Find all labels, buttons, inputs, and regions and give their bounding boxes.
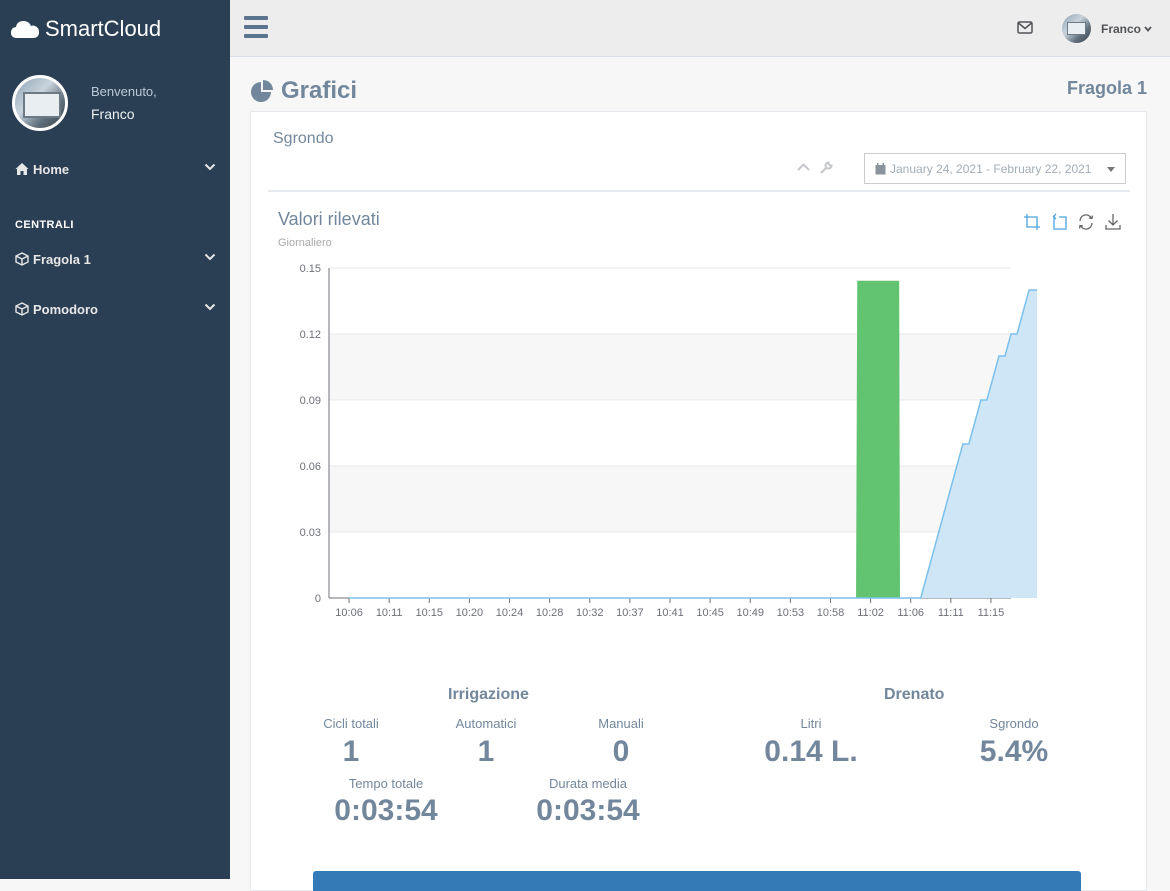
y-tick-label: 0.09: [300, 395, 321, 407]
grid-band: [329, 334, 1011, 400]
caret-down-icon: [1107, 167, 1115, 172]
sidebar: SmartCloud Benvenuto, Franco Home CENTRA…: [0, 0, 230, 879]
avatar: [1062, 14, 1091, 43]
chevron-down-icon: [204, 303, 216, 311]
avatar: [12, 75, 68, 131]
chart-title: Valori rilevati: [278, 209, 380, 229]
refresh-icon[interactable]: [1077, 213, 1095, 231]
x-tick-label: 11:06: [897, 607, 924, 619]
zoom-select-icon[interactable]: [1023, 213, 1041, 231]
x-tick-label: 10:37: [616, 607, 644, 619]
tempo-totale-label: Tempo totale: [348, 776, 424, 791]
page-title: Grafici: [250, 77, 357, 105]
series-blue-line: [349, 289, 1038, 599]
divider: [268, 190, 1130, 192]
litri-label: Litri: [800, 716, 822, 731]
irrigazione-title: Irrigazione: [448, 686, 529, 703]
y-tick-label: 0.06: [300, 461, 321, 473]
sidebar-item-label: Fragola 1: [33, 251, 91, 267]
automatici-label: Automatici: [455, 716, 517, 731]
action-button[interactable]: [313, 871, 1081, 891]
home-icon: [15, 163, 29, 175]
sgrondo-label: Sgrondo: [989, 716, 1039, 731]
calendar-icon: [875, 162, 886, 174]
date-range-text: January 24, 2021 - February 22, 2021: [890, 161, 1092, 176]
chevron-down-icon: [1144, 25, 1152, 32]
automatici-value: 1: [477, 735, 495, 768]
wrench-icon[interactable]: [819, 160, 834, 175]
section-title: CENTRALI: [15, 219, 74, 231]
cicli-totali-label: Cicli totali: [323, 716, 379, 731]
welcome-text: Benvenuto,: [91, 84, 157, 99]
profile: Benvenuto, Franco: [0, 57, 230, 149]
cicli-totali-value: 1: [342, 735, 360, 768]
x-tick-label: 10:24: [496, 607, 524, 619]
cube-icon: [15, 302, 29, 316]
chevron-down-icon: [204, 253, 216, 261]
y-tick-label: 0.15: [300, 263, 321, 275]
x-tick-label: 10:49: [736, 607, 764, 619]
x-tick-label: 10:11: [376, 607, 403, 619]
y-tick-label: 0: [315, 593, 321, 605]
chevron-up-icon[interactable]: [796, 160, 811, 175]
cloud-icon: [11, 20, 39, 38]
y-tick-label: 0.12: [300, 329, 321, 341]
x-tick-label: 10:28: [536, 607, 564, 619]
manuali-label: Manuali: [598, 716, 644, 731]
user-name: Franco: [1101, 21, 1142, 36]
brand[interactable]: SmartCloud: [0, 0, 230, 57]
chart-panel: Sgrondo January 24, 2021 - February 22, …: [250, 111, 1147, 891]
grid-band: [329, 466, 1011, 532]
x-tick-label: 10:58: [817, 607, 845, 619]
series-blue-area: [349, 290, 1038, 598]
sgrondo-value: 5.4%: [979, 735, 1049, 768]
menu-toggle-icon[interactable]: [244, 16, 268, 38]
top-nav: Franco: [230, 0, 1170, 57]
x-tick-label: 10:53: [777, 607, 805, 619]
x-tick-label: 11:15: [978, 607, 1005, 619]
date-range-picker[interactable]: January 24, 2021 - February 22, 2021: [864, 153, 1126, 184]
cube-icon: [15, 252, 29, 266]
sidebar-item-label: Pomodoro: [33, 301, 98, 317]
durata-media-label: Durata media: [548, 776, 628, 791]
sidebar-item-pomodoro[interactable]: Pomodoro: [0, 289, 230, 329]
y-tick-label: 0.03: [300, 527, 321, 539]
zoom-reset-icon[interactable]: [1050, 213, 1068, 231]
user-menu[interactable]: Franco: [1062, 14, 1152, 43]
panel-title: Sgrondo: [273, 130, 334, 147]
durata-media-value: 0:03:54: [536, 794, 640, 827]
chart-subtitle: Giornaliero: [278, 237, 332, 249]
area-chart: 0 0.03 0.06 0.09 0.12 0.15 10:06 10:11 10:15 10:2…: [300, 263, 1038, 619]
chart-toolbox: [1023, 213, 1122, 231]
x-tick-label: 10:15: [416, 607, 444, 619]
x-tick-label: 10:20: [456, 607, 484, 619]
envelope-icon[interactable]: [1017, 21, 1033, 34]
device-title: Fragola 1: [1066, 78, 1147, 98]
x-tick-label: 11:02: [857, 607, 884, 619]
sidebar-item-label: Home: [33, 161, 70, 177]
download-icon[interactable]: [1104, 213, 1122, 231]
chevron-down-icon: [204, 163, 216, 171]
panel-tools: [796, 160, 834, 175]
x-tick-label: 10:45: [696, 607, 724, 619]
litri-value: 0.14 L.: [764, 735, 858, 768]
series-green-area: [856, 280, 900, 599]
manuali-value: 0: [612, 735, 630, 768]
sidebar-item-home[interactable]: Home: [0, 149, 230, 189]
x-tick-label: 10:32: [576, 607, 604, 619]
page-title-text: Grafici: [281, 77, 358, 104]
tempo-totale-value: 0:03:54: [334, 794, 438, 827]
profile-name: Franco: [91, 106, 135, 122]
brand-name: SmartCloud: [45, 15, 162, 41]
sidebar-item-fragola-1[interactable]: Fragola 1: [0, 239, 230, 279]
x-tick-label: 10:41: [656, 607, 684, 619]
pie-chart-icon: [251, 80, 273, 102]
x-tick-label: 11:11: [938, 607, 964, 619]
x-tick-label: 10:06: [335, 607, 363, 619]
drenato-title: Drenato: [884, 686, 945, 703]
